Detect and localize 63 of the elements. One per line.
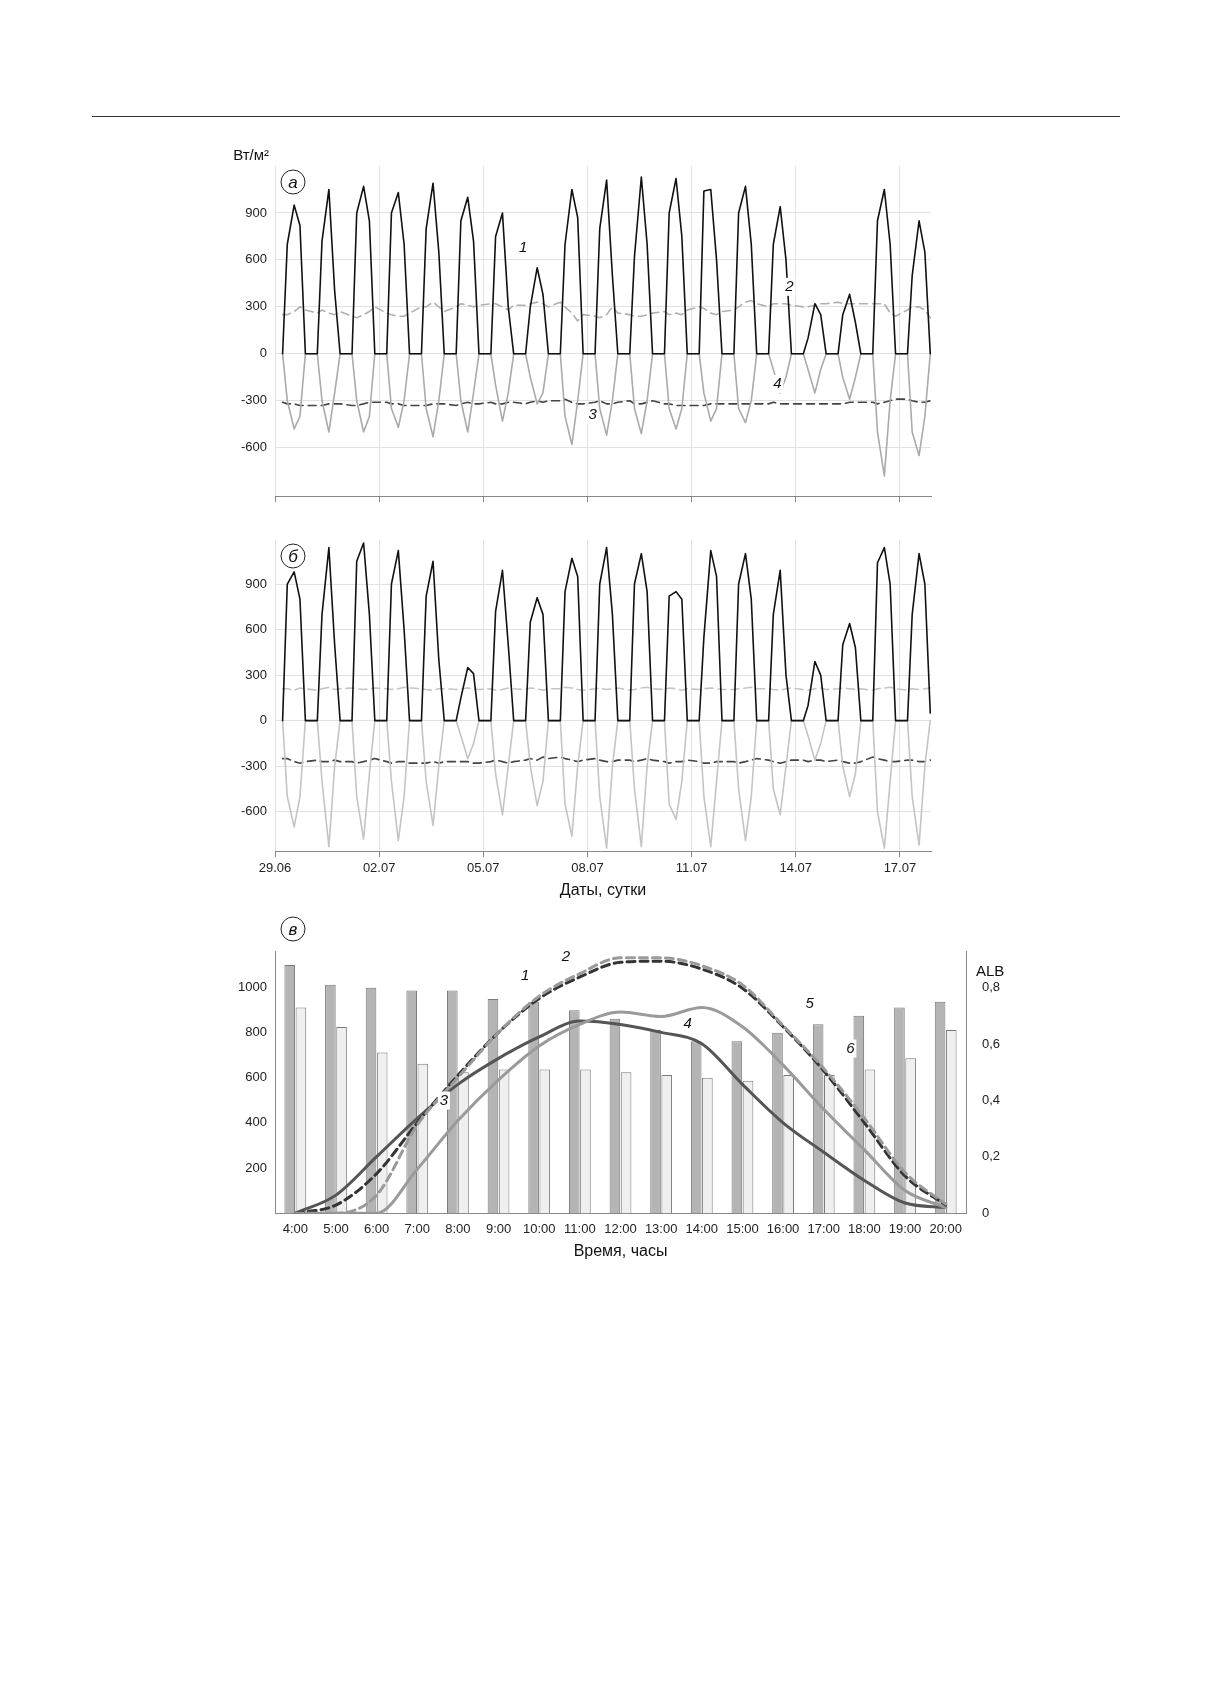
y-tick-label: 300: [245, 666, 267, 682]
x-tick-label: 05.07: [467, 859, 500, 875]
x-tick-label: 10:00: [522, 1220, 556, 1236]
y-tick-label: 1000: [238, 978, 267, 994]
x-tick-label: 08.07: [571, 859, 604, 875]
annotation: 6: [846, 1038, 856, 1056]
x-tick-label: 4:00: [282, 1220, 308, 1236]
x-tick-label: 13:00: [644, 1220, 678, 1236]
annotation: 1: [521, 966, 530, 984]
y2-tick-label: 0: [982, 1204, 990, 1220]
y-tick-label: 600: [245, 251, 267, 267]
annotation: 4: [683, 1013, 692, 1031]
x-tick-label: 17:00: [807, 1220, 841, 1236]
annotation: 4: [773, 374, 782, 392]
y-tick-label: 800: [245, 1023, 267, 1039]
x-tick-label: 18:00: [848, 1220, 881, 1236]
x-tick-label: 15:00: [726, 1220, 759, 1236]
x-tick-label: 14.07: [779, 859, 813, 875]
y2-tick-label: 0,4: [982, 1092, 1001, 1107]
x-tick-label: 11:00: [564, 1220, 596, 1236]
chart-title: а: [288, 172, 298, 192]
annotation: 2: [560, 947, 571, 965]
y2-axis-title: ALB: [976, 961, 1005, 979]
x-tick-label: 8:00: [445, 1220, 471, 1236]
y-tick-label: -600: [240, 803, 267, 819]
y-tick-label: 0: [259, 345, 267, 361]
y-tick-label: 600: [245, 1069, 267, 1085]
x-tick-label: 29.06: [258, 859, 292, 875]
x-tick-label: 14:00: [685, 1220, 719, 1236]
x-axis-title: Время, часы: [573, 1241, 668, 1259]
annotation: 3: [439, 1090, 449, 1108]
x-tick-label: 02.07: [362, 859, 396, 875]
x-tick-label: 11.07: [675, 859, 708, 875]
x-tick-label: 20:00: [929, 1220, 962, 1236]
chart-title: б: [288, 546, 300, 566]
y-tick-label: -600: [240, 439, 267, 455]
chart-title: в: [288, 919, 298, 939]
y-tick-label: 900: [245, 575, 267, 591]
y-tick-label: 0: [259, 712, 267, 728]
y-tick-label: 300: [245, 298, 267, 314]
x-tick-label: 5:00: [323, 1220, 349, 1236]
y-tick-label: 400: [245, 1114, 267, 1130]
y-tick-label: 900: [245, 204, 267, 220]
x-tick-label: 12:00: [604, 1220, 637, 1236]
y-tick-label: 200: [245, 1159, 267, 1175]
y2-tick-label: 0,8: [982, 979, 1001, 995]
x-tick-label: 7:00: [404, 1220, 430, 1236]
y-axis-title: Вт/м²: [233, 145, 269, 163]
y-tick-label: -300: [240, 757, 267, 773]
annotation: 2: [784, 277, 795, 295]
x-tick-label: 19:00: [888, 1220, 922, 1236]
annotation: 1: [519, 237, 528, 255]
x-tick-label: 17.07: [883, 859, 917, 875]
x-tick-label: 16:00: [766, 1220, 800, 1236]
x-tick-label: 6:00: [363, 1220, 390, 1236]
y2-tick-label: 0,2: [982, 1148, 1001, 1164]
y-tick-label: -300: [240, 392, 267, 408]
x-axis-title: Даты, сутки: [559, 880, 647, 898]
y-tick-label: 600: [245, 621, 267, 637]
annotation: 3: [588, 405, 598, 423]
x-tick-label: 9:00: [485, 1220, 512, 1236]
annotation: 5: [805, 993, 815, 1011]
y2-tick-label: 0,6: [982, 1035, 1001, 1051]
